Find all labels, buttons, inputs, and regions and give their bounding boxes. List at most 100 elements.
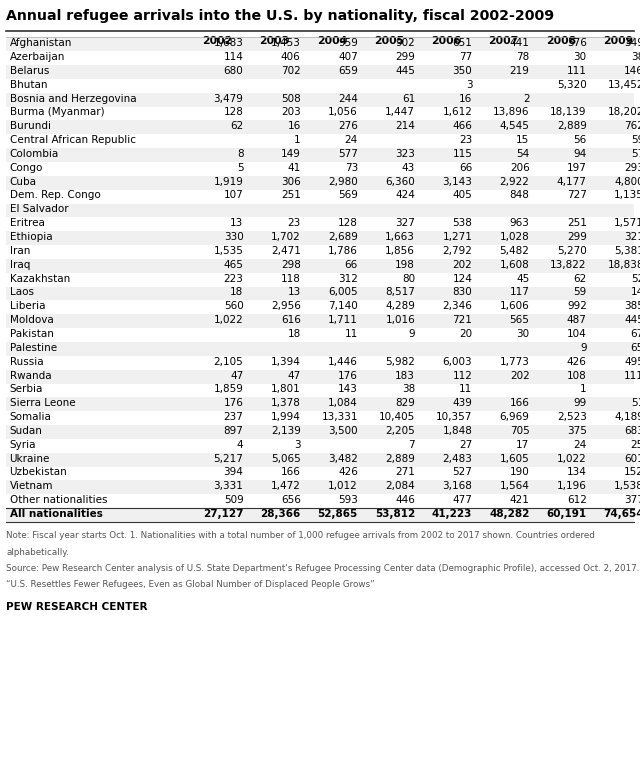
- Text: 385: 385: [624, 301, 640, 311]
- Text: “U.S. Resettles Fewer Refugees, Even as Global Number of Displaced People Grows”: “U.S. Resettles Fewer Refugees, Even as …: [6, 580, 375, 590]
- Bar: [6, 328, 634, 342]
- Text: 66: 66: [459, 163, 472, 173]
- Text: 10,357: 10,357: [436, 412, 472, 422]
- Text: 762: 762: [624, 121, 640, 131]
- Text: 538: 538: [452, 218, 472, 228]
- Text: 421: 421: [509, 495, 529, 505]
- Bar: [6, 176, 634, 190]
- Bar: [6, 439, 634, 453]
- Text: Azerbaijan: Azerbaijan: [10, 52, 65, 62]
- Text: Vietnam: Vietnam: [10, 482, 53, 492]
- Bar: [6, 79, 634, 93]
- Text: 394: 394: [223, 468, 243, 478]
- Text: 59: 59: [573, 287, 587, 297]
- Text: 7: 7: [408, 440, 415, 450]
- Text: 166: 166: [281, 468, 301, 478]
- Text: 299: 299: [396, 52, 415, 62]
- Text: 67: 67: [630, 329, 640, 339]
- Bar: [6, 204, 634, 217]
- Text: 111: 111: [567, 66, 587, 76]
- Text: 439: 439: [452, 398, 472, 408]
- Text: 509: 509: [224, 495, 243, 505]
- Text: 2008: 2008: [546, 36, 576, 46]
- Text: 111: 111: [624, 370, 640, 380]
- Text: 166: 166: [509, 398, 529, 408]
- Text: 5,270: 5,270: [557, 246, 587, 256]
- Text: 1,447: 1,447: [385, 107, 415, 117]
- Text: 13,452: 13,452: [607, 79, 640, 89]
- Text: 13,331: 13,331: [321, 412, 358, 422]
- Text: 41: 41: [287, 163, 301, 173]
- Text: 593: 593: [338, 495, 358, 505]
- Text: 219: 219: [509, 66, 529, 76]
- Text: 8,517: 8,517: [385, 287, 415, 297]
- Text: Kazakhstan: Kazakhstan: [10, 274, 70, 284]
- Text: 426: 426: [338, 468, 358, 478]
- Text: Bhutan: Bhutan: [10, 79, 47, 89]
- Text: 702: 702: [281, 66, 301, 76]
- Text: 327: 327: [396, 218, 415, 228]
- Text: 1,605: 1,605: [500, 454, 529, 464]
- Bar: [6, 398, 634, 412]
- Text: 2006: 2006: [431, 36, 461, 46]
- Text: 6,003: 6,003: [443, 356, 472, 366]
- Text: 99: 99: [573, 398, 587, 408]
- Text: 424: 424: [396, 191, 415, 201]
- Text: 206: 206: [510, 163, 529, 173]
- Text: Note: Fiscal year starts Oct. 1. Nationalities with a total number of 1,000 refu: Note: Fiscal year starts Oct. 1. Nationa…: [6, 531, 595, 541]
- Text: 1,084: 1,084: [328, 398, 358, 408]
- Text: 1,056: 1,056: [328, 107, 358, 117]
- Text: 4: 4: [237, 440, 243, 450]
- Text: Pakistan: Pakistan: [10, 329, 54, 339]
- Text: Burma (Myanmar): Burma (Myanmar): [10, 107, 104, 117]
- Text: 3: 3: [294, 440, 301, 450]
- Text: 2,889: 2,889: [385, 454, 415, 464]
- Text: 1,022: 1,022: [557, 454, 587, 464]
- Text: 683: 683: [624, 426, 640, 436]
- Text: 27: 27: [459, 440, 472, 450]
- Bar: [6, 286, 634, 300]
- Text: 1,612: 1,612: [442, 107, 472, 117]
- Text: 2,889: 2,889: [557, 121, 587, 131]
- Text: 25: 25: [630, 440, 640, 450]
- Text: 721: 721: [452, 315, 472, 325]
- Text: 202: 202: [510, 370, 529, 380]
- Text: 1,606: 1,606: [500, 301, 529, 311]
- Text: 17: 17: [516, 440, 529, 450]
- Text: 5,320: 5,320: [557, 79, 587, 89]
- Text: 612: 612: [567, 495, 587, 505]
- Text: 527: 527: [452, 468, 472, 478]
- Text: 1,683: 1,683: [214, 38, 243, 48]
- Text: 2,084: 2,084: [385, 482, 415, 492]
- Text: 27,127: 27,127: [203, 509, 243, 519]
- Text: 487: 487: [567, 315, 587, 325]
- Text: 143: 143: [338, 384, 358, 394]
- Text: 1,378: 1,378: [271, 398, 301, 408]
- Text: 13,896: 13,896: [493, 107, 529, 117]
- Text: 30: 30: [516, 329, 529, 339]
- Text: 62: 62: [230, 121, 243, 131]
- Text: 183: 183: [396, 370, 415, 380]
- Text: 9: 9: [408, 329, 415, 339]
- Text: 1,196: 1,196: [557, 482, 587, 492]
- Text: 5,982: 5,982: [385, 356, 415, 366]
- Text: 203: 203: [281, 107, 301, 117]
- Text: 299: 299: [567, 232, 587, 242]
- Text: 3,168: 3,168: [442, 482, 472, 492]
- Text: 349: 349: [624, 38, 640, 48]
- Bar: [6, 384, 634, 398]
- Text: 11: 11: [459, 384, 472, 394]
- Text: 13,822: 13,822: [550, 260, 587, 270]
- Text: 74,654: 74,654: [604, 509, 640, 519]
- Text: Palestine: Palestine: [10, 343, 57, 353]
- Text: 656: 656: [281, 495, 301, 505]
- Text: 495: 495: [624, 356, 640, 366]
- Text: PEW RESEARCH CENTER: PEW RESEARCH CENTER: [6, 601, 148, 612]
- Text: 10,405: 10,405: [379, 412, 415, 422]
- Text: Rwanda: Rwanda: [10, 370, 51, 380]
- Text: 38: 38: [630, 52, 640, 62]
- Text: 1,538: 1,538: [614, 482, 640, 492]
- Text: 28,366: 28,366: [260, 509, 301, 519]
- Text: 11: 11: [344, 329, 358, 339]
- Text: 152: 152: [624, 468, 640, 478]
